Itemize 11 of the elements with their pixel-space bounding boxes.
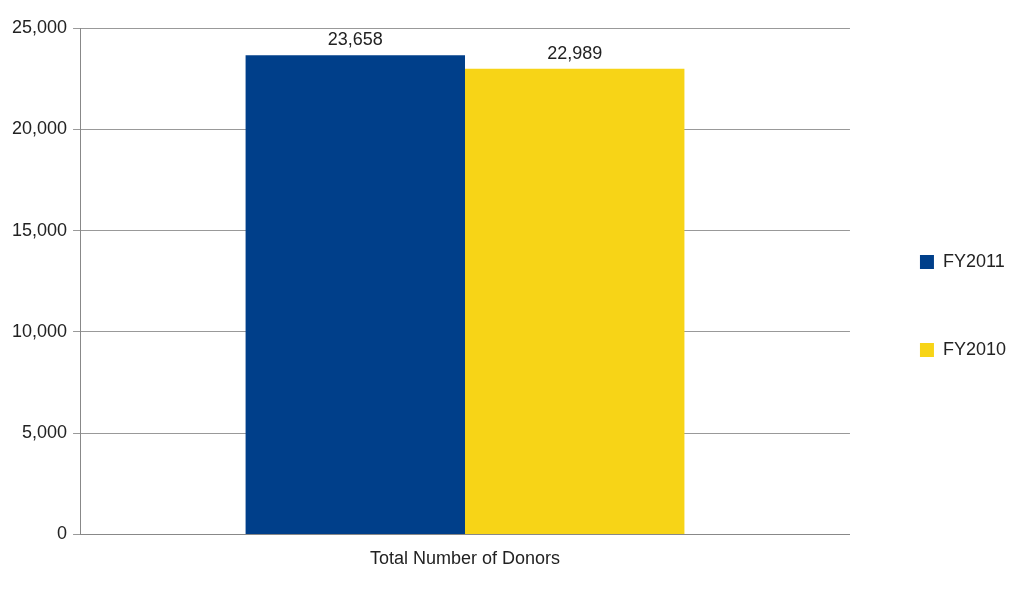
y-tick-label: 10,000 [11, 320, 68, 341]
y-tick-label: 0 [57, 523, 68, 544]
data-label: 23,658 [327, 29, 383, 50]
y-tick-label: 15,000 [11, 219, 68, 240]
data-label: 22,989 [547, 42, 603, 63]
legend-label: FY2010 [942, 338, 1006, 359]
legend-label: FY2011 [942, 250, 1005, 271]
y-tick-label: 20,000 [11, 118, 68, 139]
y-tick-label: 5,000 [22, 422, 68, 443]
y-tick-label: 25,000 [11, 16, 68, 37]
x-tick-label: Total Number of Donors [369, 548, 561, 569]
